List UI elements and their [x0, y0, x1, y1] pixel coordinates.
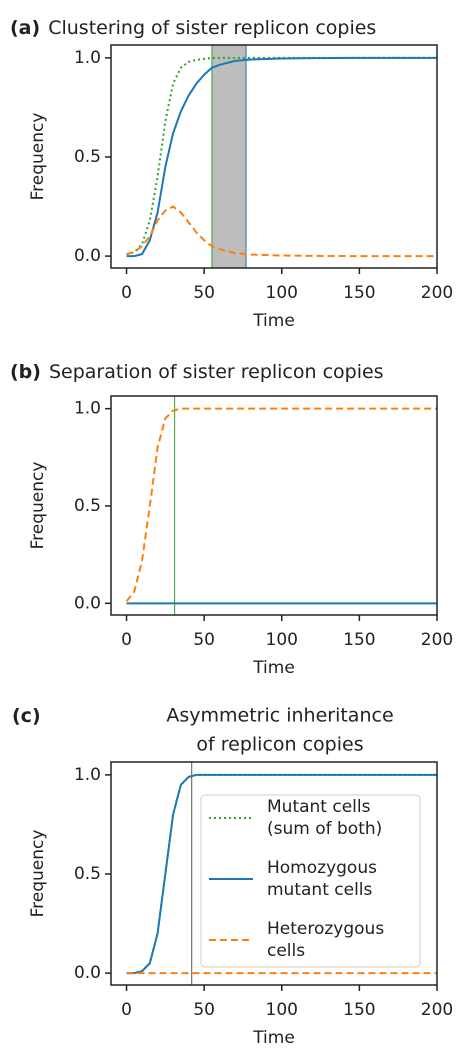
x-tick-label: 0 — [121, 630, 132, 650]
x-axis-label: Time — [252, 311, 295, 331]
x-tick-label: 0 — [121, 1000, 132, 1020]
x-tick-label: 100 — [266, 630, 298, 650]
series-line — [125, 407, 437, 602]
series-line — [126, 56, 437, 258]
y-tick-label: 0.0 — [74, 963, 101, 983]
legend-label: (sum of both) — [267, 819, 382, 839]
y-tick-label: 1.0 — [74, 399, 101, 419]
y-axis-label: Frequency — [28, 113, 48, 201]
legend-label: cells — [267, 941, 305, 961]
x-tick-label: 150 — [343, 1000, 375, 1020]
chart-title: Asymmetric inheritance — [166, 705, 393, 727]
chart-title: (a) Clustering of sister replicon copies — [10, 17, 376, 39]
y-tick-label: 0.5 — [74, 147, 101, 167]
legend-label: Homozygous — [267, 858, 377, 878]
legend-label: mutant cells — [267, 880, 373, 900]
panel-label: (c) — [12, 705, 41, 727]
series-line — [126, 56, 437, 256]
x-tick-label: 50 — [193, 630, 215, 650]
title-text: Separation of sister replicon copies — [49, 361, 384, 383]
y-tick-label: 0.0 — [74, 246, 101, 266]
x-tick-label: 150 — [343, 283, 375, 303]
y-tick-label: 1.0 — [74, 48, 101, 68]
x-tick-label: 150 — [343, 630, 375, 650]
axes-frame — [110, 395, 438, 616]
series-line — [126, 205, 437, 258]
panel-label-text: (a) — [10, 17, 40, 39]
x-tick-label: 100 — [266, 1000, 298, 1020]
y-tick-label: 0.5 — [74, 496, 101, 516]
series-line — [126, 773, 437, 975]
title-text: Clustering of sister replicon copies — [48, 17, 376, 39]
chart-title: of replicon copies — [196, 734, 363, 756]
y-axis-label: Frequency — [28, 830, 48, 918]
legend-box — [200, 794, 421, 968]
x-axis-label: Time — [252, 658, 295, 678]
x-tick-label: 50 — [193, 283, 215, 303]
x-tick-label: 200 — [421, 283, 453, 303]
legend-label: Mutant cells — [267, 797, 371, 817]
legend-label: Heterozygous — [267, 919, 384, 939]
x-tick-label: 200 — [421, 630, 453, 650]
panel-label-text: (c) — [12, 705, 41, 727]
x-tick-label: 50 — [193, 1000, 215, 1020]
panel-label-text: (b) — [10, 361, 41, 383]
y-tick-label: 0.0 — [74, 593, 101, 613]
x-tick-label: 0 — [121, 283, 132, 303]
x-tick-label: 100 — [266, 283, 298, 303]
x-tick-label: 200 — [421, 1000, 453, 1020]
chart-title: (b) Separation of sister replicon copies — [10, 361, 384, 383]
y-axis-label: Frequency — [28, 462, 48, 550]
y-tick-label: 1.0 — [74, 765, 101, 785]
y-tick-label: 0.5 — [74, 864, 101, 884]
axes-frame — [110, 44, 438, 269]
x-axis-label: Time — [252, 1028, 295, 1048]
shaded-region — [211, 45, 247, 268]
